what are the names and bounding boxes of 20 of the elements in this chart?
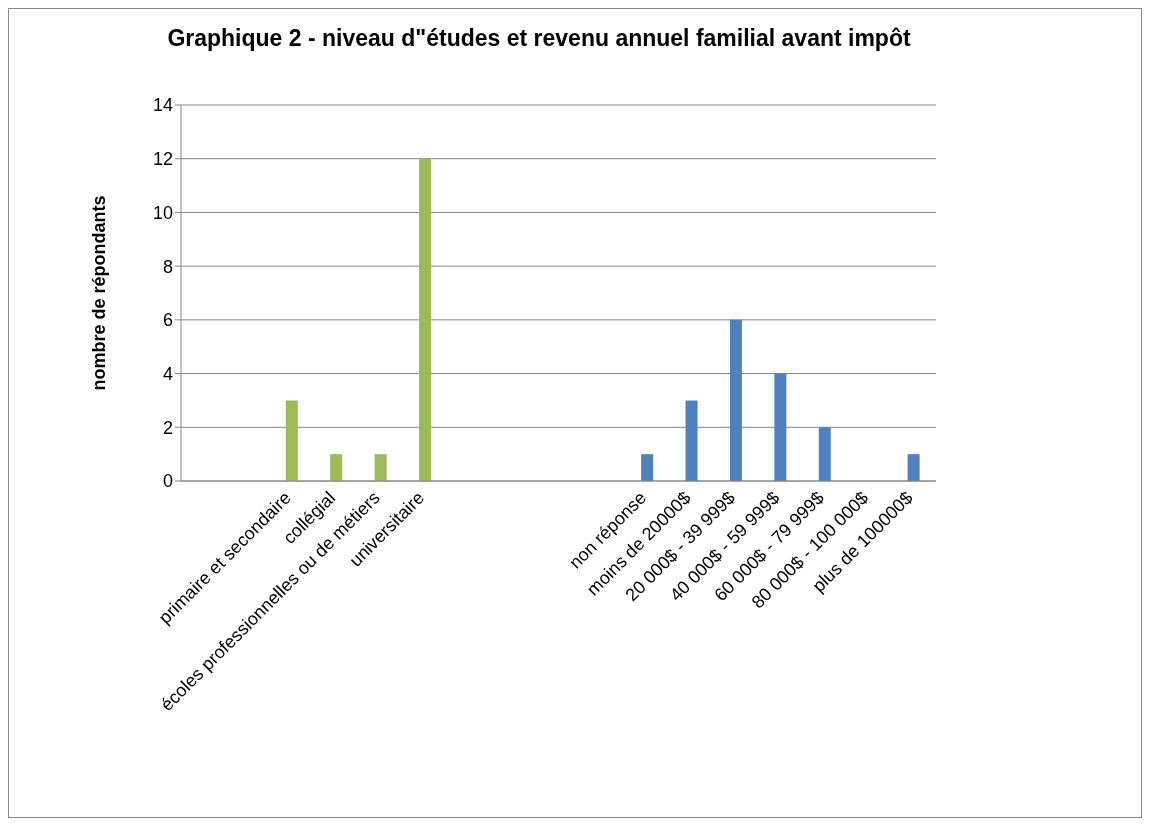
y-tick-label: 0 bbox=[162, 471, 173, 492]
bar bbox=[374, 454, 387, 481]
y-tick-label: 10 bbox=[152, 202, 173, 223]
bar bbox=[907, 454, 920, 481]
y-tick-label: 8 bbox=[162, 256, 173, 277]
bar bbox=[419, 158, 432, 481]
bar bbox=[774, 373, 787, 481]
y-tick-label: 14 bbox=[152, 95, 173, 116]
bar bbox=[285, 400, 298, 481]
bar bbox=[641, 454, 654, 481]
bar bbox=[330, 454, 343, 481]
bar bbox=[685, 400, 698, 481]
y-tick-label: 12 bbox=[152, 149, 173, 170]
chart-title: Graphique 2 - niveau d"études et revenu annuel familial avant impôt bbox=[166, 24, 912, 53]
bar bbox=[818, 427, 831, 481]
y-tick-label: 6 bbox=[162, 310, 173, 331]
y-tick-label: 4 bbox=[162, 363, 173, 384]
y-tick-label: 2 bbox=[162, 417, 173, 438]
bar bbox=[729, 319, 742, 481]
y-axis-title: nombre de répondants bbox=[89, 195, 110, 391]
